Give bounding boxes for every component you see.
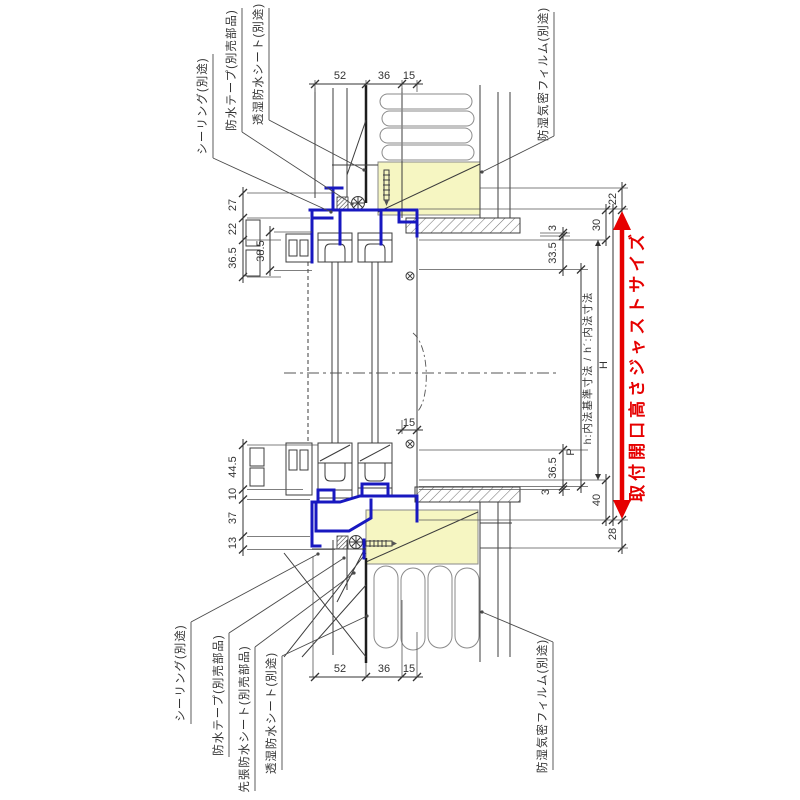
anchors-and-screws — [336, 169, 415, 550]
dim-bottom-52: 52 — [334, 663, 346, 675]
glass-pane-interior — [371, 262, 379, 443]
dimension-chain-bottom: 52 36 15 — [309, 556, 423, 682]
red-size-annotation: 取付開口高さジャストサイズ — [613, 211, 647, 519]
handle-swing-arc — [412, 332, 427, 413]
label-vapor-film-top: 防湿気密フィルム(別途) — [536, 7, 550, 141]
wall-structure-bottom — [283, 502, 512, 663]
dimensions-left-upper: 27 22 36.5 38.5 — [227, 187, 333, 283]
dim-H: H — [598, 361, 610, 369]
dim-right-3-lower: 3 — [540, 489, 552, 495]
label-breathable-sheet-top: 透湿防水シート(別途) — [251, 3, 265, 125]
red-arrow-head-down — [613, 500, 631, 519]
insect-screen — [285, 233, 313, 496]
batt-insulation-bottom — [373, 565, 480, 651]
frame-sill-profile — [310, 482, 419, 560]
label-pre-applied-sheet-bottom: 先張防水シート(別売部品) — [237, 645, 251, 792]
frame-head-profile — [308, 186, 419, 264]
mounting-screw-top-icon — [383, 169, 390, 206]
inner-height-note: h:内法基準寸法 / h´:内法寸法 — [581, 292, 594, 445]
labels-top: シーリング(別途) 防水テープ(別売部品) 透湿防水シート(別途) 防湿気密フィ… — [195, 3, 555, 214]
dim-left-22: 22 — [227, 223, 239, 235]
window-unit — [245, 219, 560, 499]
insulation-boards — [365, 161, 481, 565]
dimensions-left-lower: 44.5 10 37 13 — [227, 439, 335, 556]
dim-left-38-5: 38.5 — [255, 240, 267, 261]
dim-right-30: 30 — [591, 219, 603, 231]
batt-insulation-top — [379, 93, 475, 161]
dim-top-15: 15 — [403, 70, 415, 82]
outer-trim — [245, 219, 265, 487]
label-sealing-top: シーリング(別途) — [195, 57, 209, 154]
interior-sash — [357, 232, 393, 497]
dim-bottom-15: 15 — [403, 663, 415, 675]
interior-casing-bands — [405, 217, 521, 503]
dimension-chain-top: 52 36 15 — [309, 70, 423, 92]
labels-bottom: シーリング(別途) 防水テープ(別売部品) 先張防水シート(別売部品) 透湿防水… — [173, 552, 554, 793]
dimensions-right: 22 30 3 33.5 36.5 3 40 28 P H h:内法基準寸法 /… — [419, 182, 628, 554]
mounting-screw-bottom-icon — [365, 540, 397, 547]
label-breathable-sheet-bottom: 透湿防水シート(別途) — [264, 652, 278, 774]
dim-left-44-5: 44.5 — [227, 456, 239, 477]
label-waterproof-tape-top: 防水テープ(別売部品) — [224, 9, 238, 130]
dim-bottom-36: 36 — [378, 663, 390, 675]
label-vapor-film-bottom: 防湿気密フィルム(別途) — [535, 639, 549, 773]
dimension-center-15: 15 — [396, 417, 423, 435]
dim-right-22: 22 — [607, 193, 619, 205]
dim-left-13: 13 — [227, 537, 239, 549]
dim-P: P — [565, 448, 577, 455]
frame-screw-marks — [405, 271, 415, 449]
dim-left-36-5: 36.5 — [227, 247, 239, 268]
glass-pane-exterior — [331, 262, 339, 443]
dim-right-40: 40 — [591, 494, 603, 506]
label-waterproof-tape-bottom: 防水テープ(別売部品) — [211, 634, 225, 755]
wall-structure-top — [314, 85, 511, 218]
red-note-text: 取付開口高さジャストサイズ — [627, 230, 647, 502]
dim-left-27: 27 — [227, 199, 239, 211]
label-sealing-bottom: シーリング(別途) — [173, 624, 187, 721]
red-arrow-head-up — [613, 211, 631, 230]
dim-top-52: 52 — [334, 70, 346, 82]
dim-right-3-upper: 3 — [547, 225, 559, 231]
exterior-sash — [317, 232, 353, 499]
dim-left-10: 10 — [227, 488, 239, 500]
dim-right-33-5: 33.5 — [547, 242, 559, 263]
dim-center-15: 15 — [403, 417, 415, 429]
dim-top-36: 36 — [378, 70, 390, 82]
dim-right-28: 28 — [607, 528, 619, 540]
dim-left-37: 37 — [227, 512, 239, 524]
dim-right-36-5: 36.5 — [547, 457, 559, 478]
